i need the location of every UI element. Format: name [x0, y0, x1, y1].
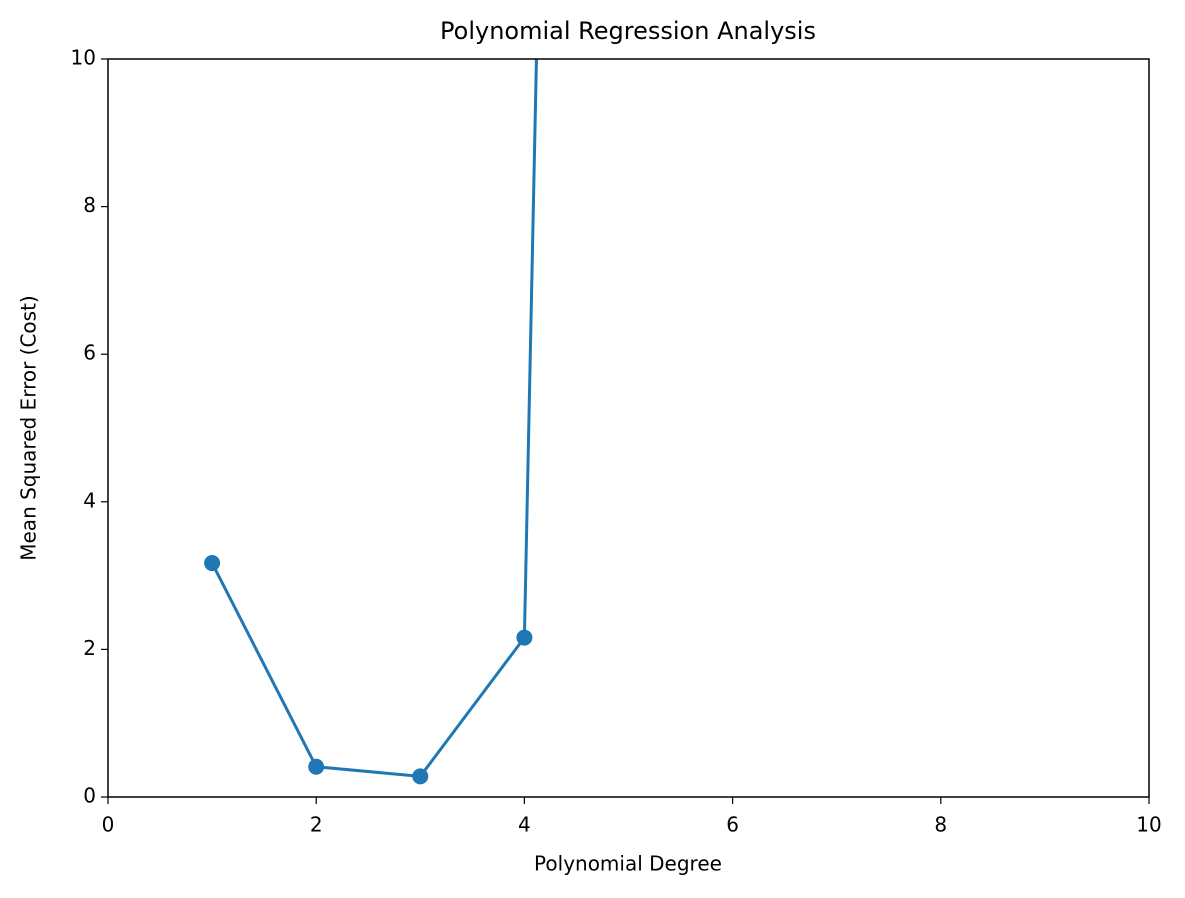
- y-axis-label: Mean Squared Error (Cost): [17, 295, 41, 561]
- y-tick-label: 8: [83, 193, 96, 217]
- y-tick-label: 4: [83, 488, 96, 512]
- plot-frame: [107, 58, 1150, 798]
- x-tick-label: 0: [102, 813, 115, 837]
- data-point: [204, 555, 221, 572]
- data-point: [516, 629, 533, 646]
- data-point: [308, 758, 325, 775]
- x-axis-label: Polynomial Degree: [534, 852, 722, 876]
- y-tick-label: 2: [83, 636, 96, 660]
- y-tick-label: 0: [83, 784, 96, 808]
- chart-title: Polynomial Regression Analysis: [440, 17, 816, 45]
- y-tick-label: 6: [83, 341, 96, 365]
- data-line: [210, 59, 538, 778]
- x-tick-label: 6: [726, 813, 739, 837]
- x-tick-label: 10: [1136, 813, 1161, 837]
- data-point: [412, 768, 429, 785]
- x-tick-label: 2: [310, 813, 323, 837]
- x-tick-label: 8: [934, 813, 947, 837]
- plot-area: [204, 59, 538, 785]
- y-tick-label: 10: [71, 46, 96, 70]
- x-tick-label: 4: [518, 813, 531, 837]
